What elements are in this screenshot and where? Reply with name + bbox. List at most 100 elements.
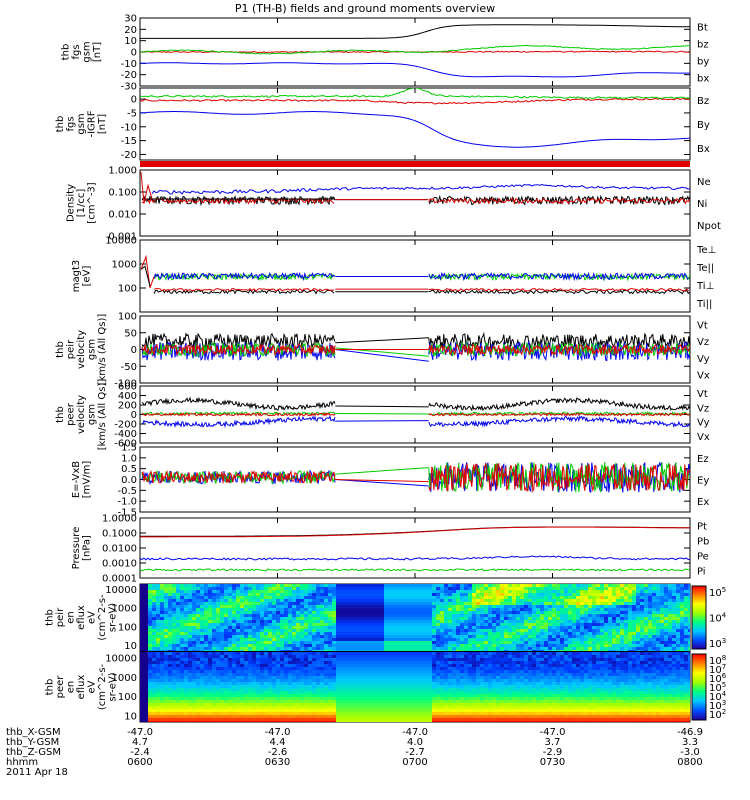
spec-cell [412, 593, 416, 596]
spec-cell [632, 644, 636, 647]
spec-cell [240, 635, 244, 638]
spec-cell [580, 670, 584, 673]
spec-cell [456, 647, 460, 650]
spec-cell [676, 673, 680, 676]
spec-cell [548, 629, 552, 632]
spec-cell [576, 617, 580, 620]
spec-cell [340, 590, 344, 593]
spec-cell [144, 638, 148, 641]
spec-cell [640, 584, 644, 587]
spec-cell [652, 650, 656, 651]
spec-cell [184, 661, 188, 664]
spec-cell [660, 664, 664, 667]
spec-cell [512, 679, 516, 682]
spec-cell [672, 611, 676, 614]
spec-cell [380, 670, 384, 673]
spec-cell [284, 670, 288, 673]
spec-cell [244, 650, 248, 651]
spec-cell [408, 661, 412, 664]
spec-cell [312, 635, 316, 638]
spec-cell [532, 679, 536, 682]
series-Ti-perp [153, 271, 335, 282]
spec-cell [204, 682, 208, 685]
spec-cell [464, 584, 468, 587]
spec-cell [324, 605, 328, 608]
spec-cell [356, 679, 360, 682]
spec-cell [160, 647, 164, 650]
spec-cell [236, 673, 240, 676]
spec-cell [240, 584, 244, 587]
spec-cell [500, 608, 504, 611]
spec-cell [328, 647, 332, 650]
spec-cell [140, 682, 144, 685]
spec-cell [392, 614, 396, 617]
spec-cell [280, 664, 284, 667]
spec-cell [524, 635, 528, 638]
spec-cell [588, 623, 592, 626]
spec-cell [256, 623, 260, 626]
spec-cell [580, 587, 584, 590]
spec-cell [488, 650, 492, 651]
spec-cell [192, 608, 196, 611]
spec-cell [212, 661, 216, 664]
spec-cell [496, 664, 500, 667]
spec-cell [224, 676, 228, 679]
spec-cell [484, 644, 488, 647]
spec-cell [380, 641, 384, 644]
spec-cell [348, 650, 352, 651]
spec-cell [296, 679, 300, 682]
spec-cell [180, 667, 184, 670]
spec-cell [144, 623, 148, 626]
spec-cell [264, 587, 268, 590]
spec-cell [396, 647, 400, 650]
spec-cell [464, 664, 468, 667]
spec-cell [224, 658, 228, 661]
spec-cell [336, 652, 340, 655]
spec-cell [548, 652, 552, 655]
spec-cell [336, 605, 340, 608]
spec-cell [212, 626, 216, 629]
spec-cell [456, 623, 460, 626]
spec-cell [540, 632, 544, 635]
spec-cell [344, 626, 348, 629]
spec-cell [264, 605, 268, 608]
colorbar-label: 103 [709, 637, 726, 650]
spec-cell [332, 635, 336, 638]
spec-cell [576, 623, 580, 626]
spec-cell [300, 655, 304, 658]
spec-cell [504, 623, 508, 626]
spec-cell [352, 658, 356, 661]
spec-cell [420, 676, 424, 679]
spec-cell [604, 587, 608, 590]
spec-cell [592, 593, 596, 596]
spec-cell [572, 647, 576, 650]
spec-cell [568, 676, 572, 679]
spec-cell [440, 650, 444, 651]
spec-cell [672, 670, 676, 673]
spec-cell [408, 658, 412, 661]
spec-cell [652, 599, 656, 602]
spec-cell [336, 670, 340, 673]
spec-cell [536, 608, 540, 611]
spec-cell [568, 620, 572, 623]
spec-cell [192, 605, 196, 608]
spec-cell [240, 644, 244, 647]
spec-cell [244, 620, 248, 623]
spec-cell [632, 626, 636, 629]
spec-cell [632, 599, 636, 602]
spec-cell [180, 676, 184, 679]
spec-cell [148, 614, 152, 617]
spec-cell [556, 673, 560, 676]
spec-cell [264, 661, 268, 664]
spec-cell [604, 590, 608, 593]
spec-cell [216, 617, 220, 620]
spec-cell [548, 641, 552, 644]
spec-cell [232, 664, 236, 667]
series-Vy [141, 342, 336, 359]
spec-cell [660, 638, 664, 641]
spec-cell [616, 644, 620, 647]
spec-cell [620, 650, 624, 651]
spec-cell [536, 584, 540, 587]
spec-cell [504, 599, 508, 602]
spec-cell [432, 650, 436, 651]
